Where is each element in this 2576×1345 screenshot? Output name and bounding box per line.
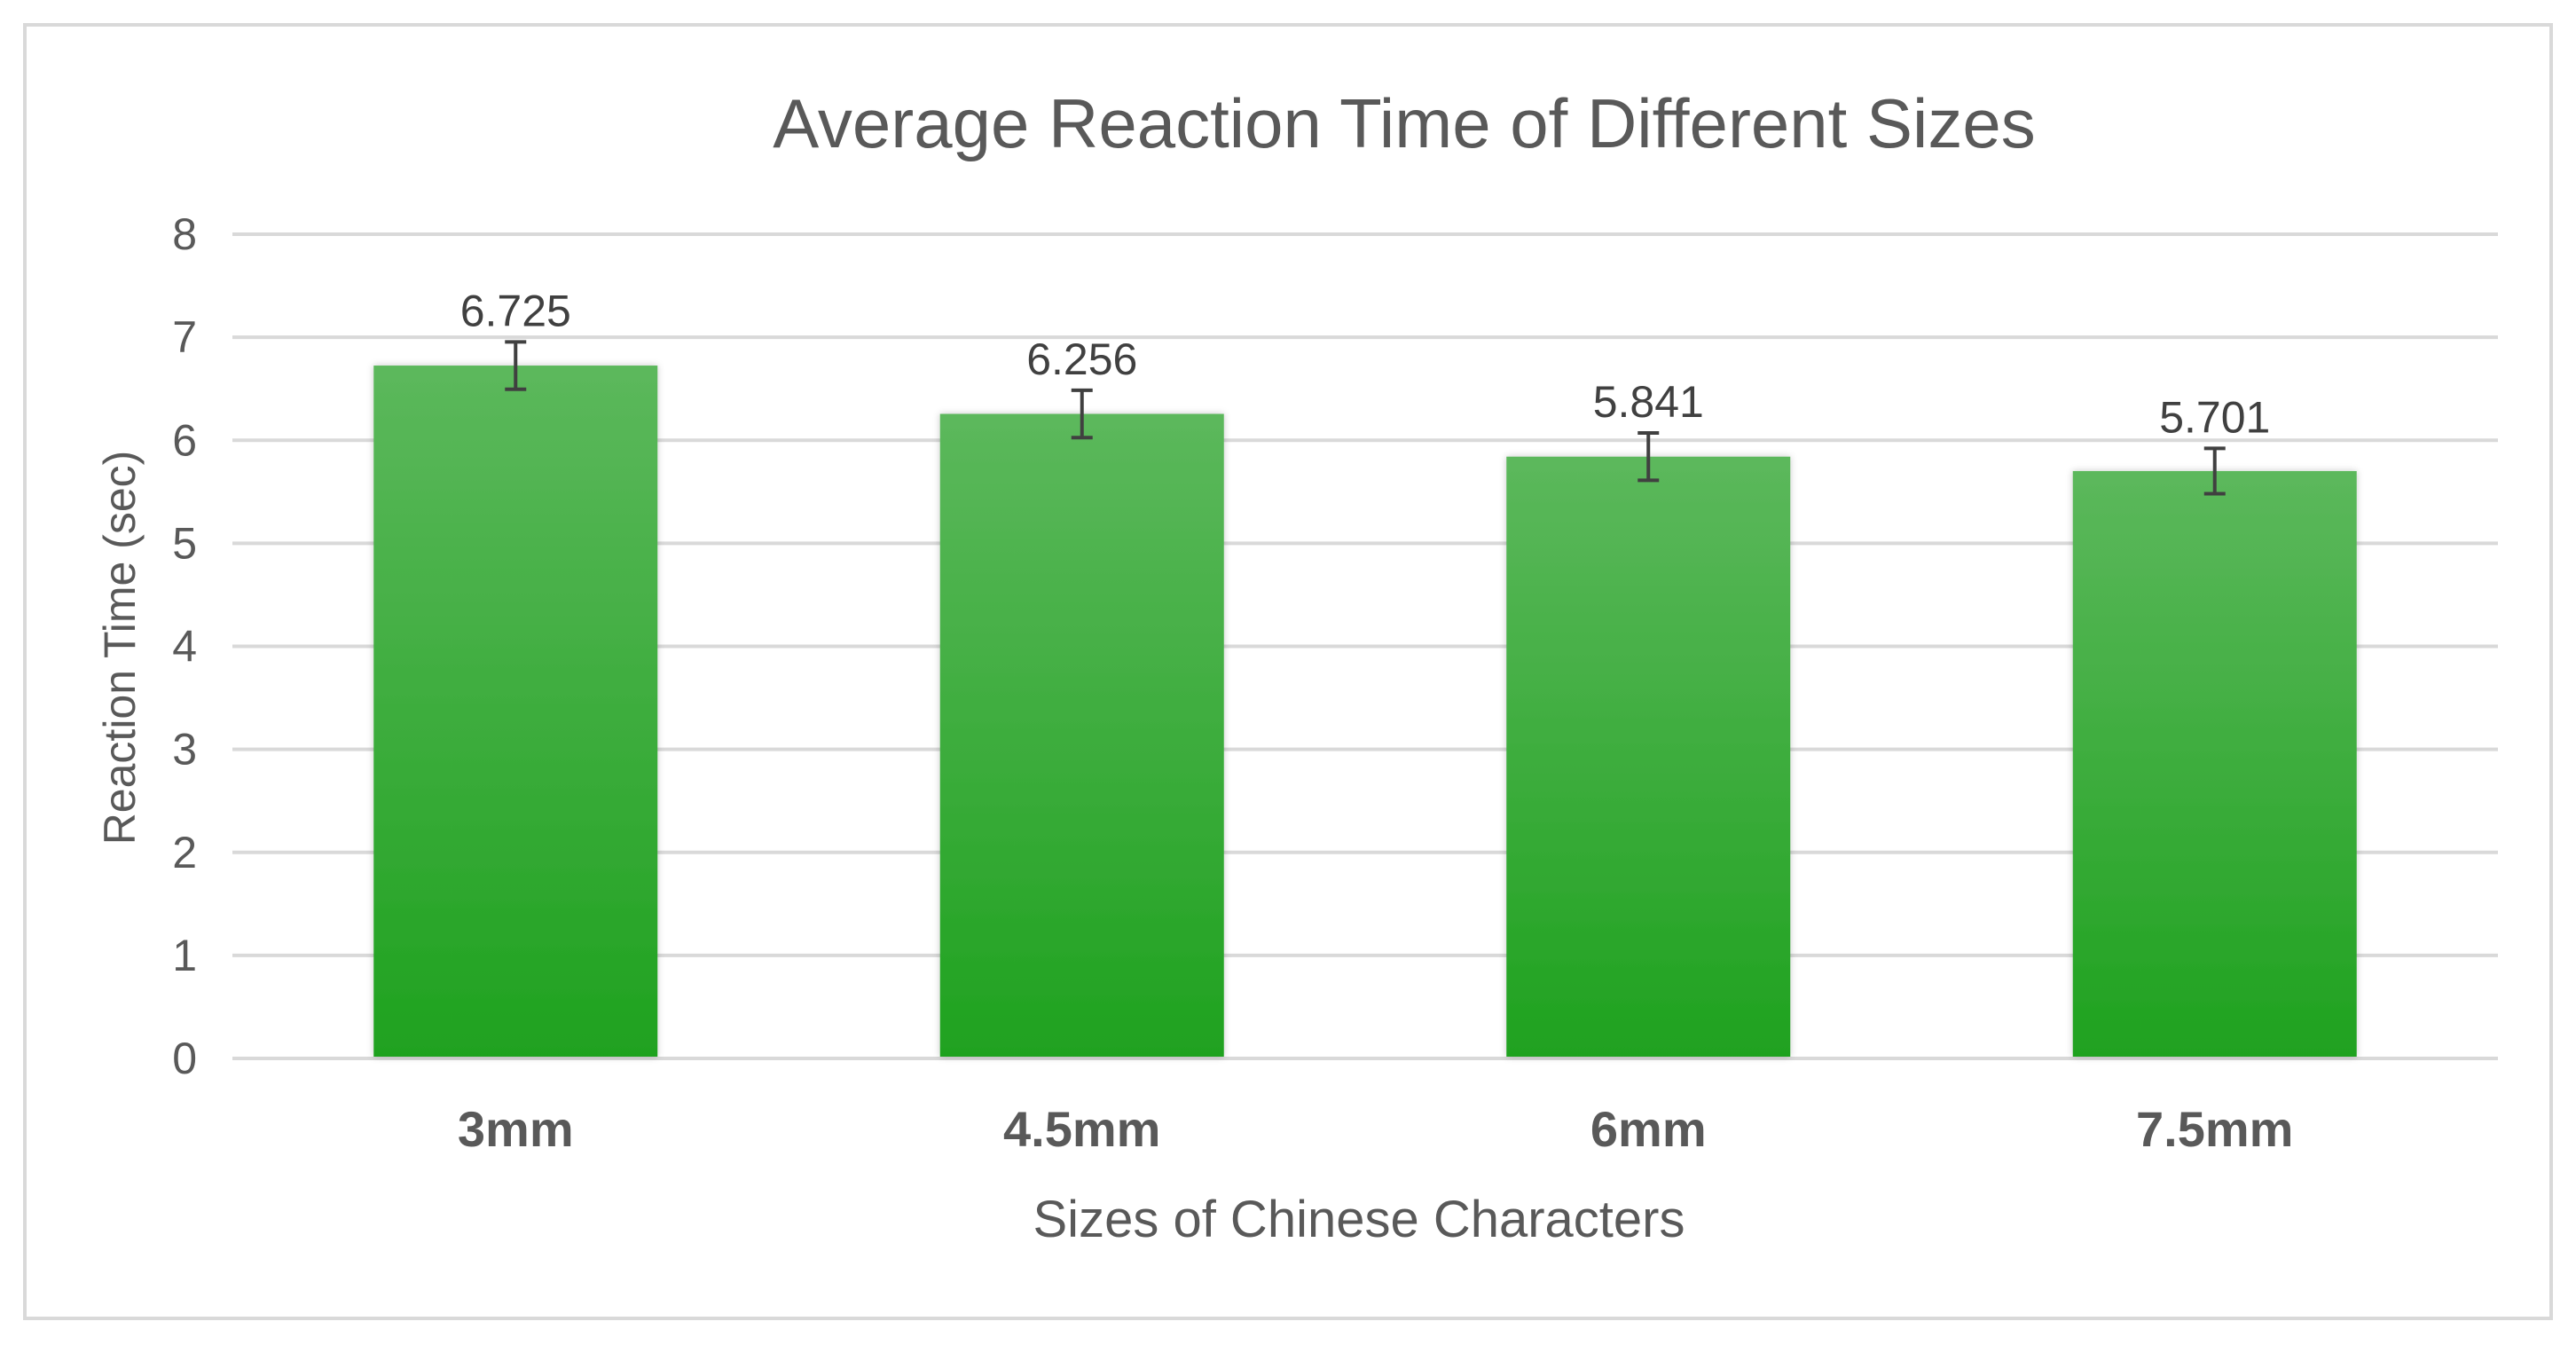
y-tick-label: 3 <box>172 725 197 775</box>
x-tick-labels: 3mm 4.5mm 6mm 7.5mm <box>458 1101 2294 1157</box>
y-tick-label: 8 <box>172 209 197 259</box>
y-tick-label: 6 <box>172 415 197 465</box>
y-tick-label: 1 <box>172 931 197 980</box>
y-tick-label: 0 <box>172 1034 197 1083</box>
bar <box>2072 470 2357 1057</box>
x-tick-label: 6mm <box>1590 1101 1707 1157</box>
y-tick-label: 5 <box>172 518 197 568</box>
chart-title: Average Reaction Time of Different Sizes <box>773 84 2036 162</box>
data-label: 5.841 <box>1593 377 1704 427</box>
y-axis-label: Reaction Time (sec) <box>95 451 145 846</box>
x-tick-label: 4.5mm <box>1003 1101 1160 1157</box>
error-bars <box>505 340 2226 496</box>
data-label: 5.701 <box>2159 392 2270 442</box>
bar <box>1506 456 1791 1057</box>
bar <box>939 413 1224 1058</box>
y-tick-label: 2 <box>172 828 197 877</box>
data-label: 6.256 <box>1026 334 1137 384</box>
bars <box>373 366 2357 1058</box>
bar <box>373 366 658 1057</box>
data-label: 6.725 <box>460 286 571 335</box>
y-tick-labels: 0 1 2 3 4 5 6 7 8 <box>172 209 197 1083</box>
y-tick-label: 4 <box>172 622 197 672</box>
x-tick-label: 7.5mm <box>2136 1101 2293 1157</box>
x-axis-label: Sizes of Chinese Characters <box>1033 1191 1685 1248</box>
x-tick-label: 3mm <box>458 1101 574 1157</box>
y-tick-label: 7 <box>172 312 197 362</box>
data-labels: 6.725 6.256 5.841 5.701 <box>460 286 2271 442</box>
